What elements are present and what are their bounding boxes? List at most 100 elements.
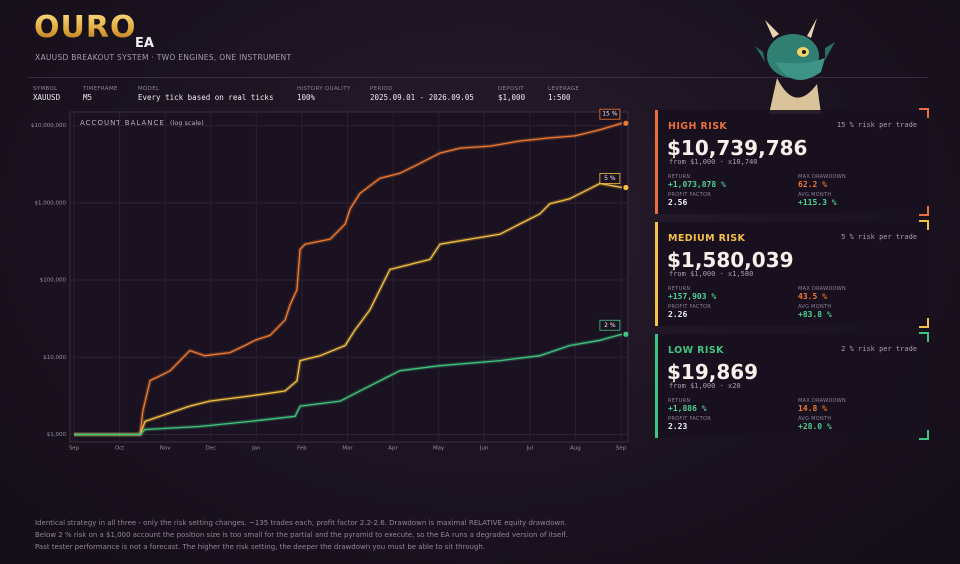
stat-value: +28.0 % (798, 422, 832, 431)
series-name: 2 % (604, 322, 616, 329)
risk-card: LOW RISK 2 % risk per trade $19,869 from $1… (655, 332, 929, 440)
stat-value: 2.56 (668, 198, 688, 207)
x-tick-label: Jan (251, 446, 261, 452)
series-name: 15 % (602, 111, 618, 118)
stat-value: +1,073,878 % (668, 180, 726, 189)
card-balance: $1,580,039 (667, 248, 794, 272)
meta-label: HISTORY QUALITY (297, 86, 351, 92)
stat-label: AVG MONTH (798, 304, 832, 310)
y-tick-label: $10,000,000 (31, 123, 66, 129)
stat-label: AVG MONTH (798, 416, 832, 422)
card-from: from $1,000 · x20 (669, 382, 741, 390)
card-balance: $19,869 (667, 360, 759, 384)
x-tick-label: Jul (525, 446, 533, 452)
end-dot (623, 120, 629, 126)
x-tick-label: Aug (570, 446, 581, 452)
stat-label: RETURN (668, 286, 691, 292)
stat-label: MAX DRAWDOWN (798, 398, 847, 404)
meta-value: XAUUSD (33, 93, 61, 102)
card-corner (919, 220, 929, 230)
stat-value: 62.2 % (798, 180, 827, 189)
card-title: HIGH RISK (668, 121, 728, 132)
meta-value: 100% (297, 93, 316, 102)
stat-value: +157,903 % (668, 292, 717, 301)
card-corner (919, 332, 929, 342)
end-dot (623, 184, 629, 191)
meta-value: 1:500 (548, 93, 571, 102)
meta-label: PERIOD (370, 86, 393, 92)
y-tick-label: $1,000 (47, 432, 67, 438)
x-tick-label: Sep (616, 446, 627, 452)
chart-subtitle: (log scale) (170, 119, 204, 127)
series-name: 5 % (604, 175, 616, 182)
chart-title: ACCOUNT BALANCE (80, 119, 165, 127)
card-corner (919, 108, 929, 118)
x-tick-label: Jun (479, 446, 489, 452)
card-corner (919, 206, 929, 216)
stat-value: 43.5 % (798, 292, 827, 301)
chart: ACCOUNT BALANCE (log scale) $1,000 $10,00… (31, 108, 629, 452)
card-from: from $1,000 · x1,580 (669, 270, 754, 278)
meta-label: SYMBOL (33, 86, 58, 92)
x-tick-label: Apr (388, 446, 398, 452)
meta-label: MODEL (138, 86, 160, 92)
card-note: 15 % risk per trade (836, 121, 917, 129)
stat-label: RETURN (668, 398, 691, 404)
meta-label: LEVERAGE (548, 86, 580, 92)
series-line (74, 333, 623, 436)
stat-label: PROFIT FACTOR (668, 304, 712, 310)
stat-label: RETURN (668, 174, 691, 180)
stat-value: 2.26 (668, 310, 688, 319)
meta-value: M5 (83, 93, 93, 102)
x-tick-label: Feb (297, 446, 307, 452)
x-tick-label: Nov (160, 446, 171, 452)
plot-frame (69, 111, 629, 443)
footer-note: Below 2 % risk on a $1,000 account the p… (35, 531, 568, 539)
meta-value: $1,000 (498, 93, 526, 102)
footer-note: Past tester performance is not a forecas… (35, 543, 486, 551)
card-corner (919, 318, 929, 328)
x-tick-label: Oct (115, 446, 125, 452)
stat-value: 14.8 % (798, 404, 827, 413)
logo: OURO (34, 10, 137, 45)
end-label-box (599, 108, 621, 120)
stat-value: +83.8 % (798, 310, 832, 319)
card-title: LOW RISK (668, 345, 724, 356)
card-note: 5 % risk per trade (841, 233, 917, 241)
meta-label: TIMEFRAME (83, 86, 118, 92)
risk-card: MEDIUM RISK 5 % risk per trade $1,580,039 f… (655, 220, 929, 328)
stat-label: PROFIT FACTOR (668, 192, 712, 198)
footer-note: Identical strategy in all three - only t… (35, 519, 567, 527)
x-tick-label: Sep (69, 446, 80, 452)
separator (28, 77, 928, 78)
meta-value: Every tick based on real ticks (138, 93, 274, 102)
card-balance: $10,739,786 (667, 136, 808, 160)
dragon-mascot (755, 18, 835, 114)
card-corner (919, 430, 929, 440)
y-tick-label: $100,000 (40, 278, 67, 284)
series-line (74, 182, 623, 436)
card-note: 2 % risk per trade (841, 345, 917, 353)
subtitle: XAUUSD BREAKOUT SYSTEM · TWO ENGINES, ON… (35, 53, 292, 62)
risk-card: HIGH RISK 15 % risk per trade $10,739,786 f… (655, 108, 929, 216)
card-title: MEDIUM RISK (668, 233, 746, 244)
y-tick-label: $10,000 (43, 355, 66, 361)
stat-label: PROFIT FACTOR (668, 416, 712, 422)
stat-label: AVG MONTH (798, 192, 832, 198)
stat-label: MAX DRAWDOWN (798, 174, 847, 180)
end-label-box (599, 173, 621, 184)
y-tick-label: $1,000,000 (35, 200, 67, 206)
x-tick-label: Mar (342, 446, 353, 452)
meta-label: DEPOSIT (498, 86, 524, 92)
stat-value: +115.3 % (798, 198, 837, 207)
end-dot (623, 331, 629, 337)
x-tick-label: Dec (205, 446, 216, 452)
series-line (74, 122, 623, 436)
end-label-box (599, 319, 621, 331)
stat-value: +1,886 % (668, 404, 707, 413)
stat-label: MAX DRAWDOWN (798, 286, 847, 292)
x-tick-label: May (433, 446, 445, 452)
stat-value: 2.23 (668, 422, 688, 431)
